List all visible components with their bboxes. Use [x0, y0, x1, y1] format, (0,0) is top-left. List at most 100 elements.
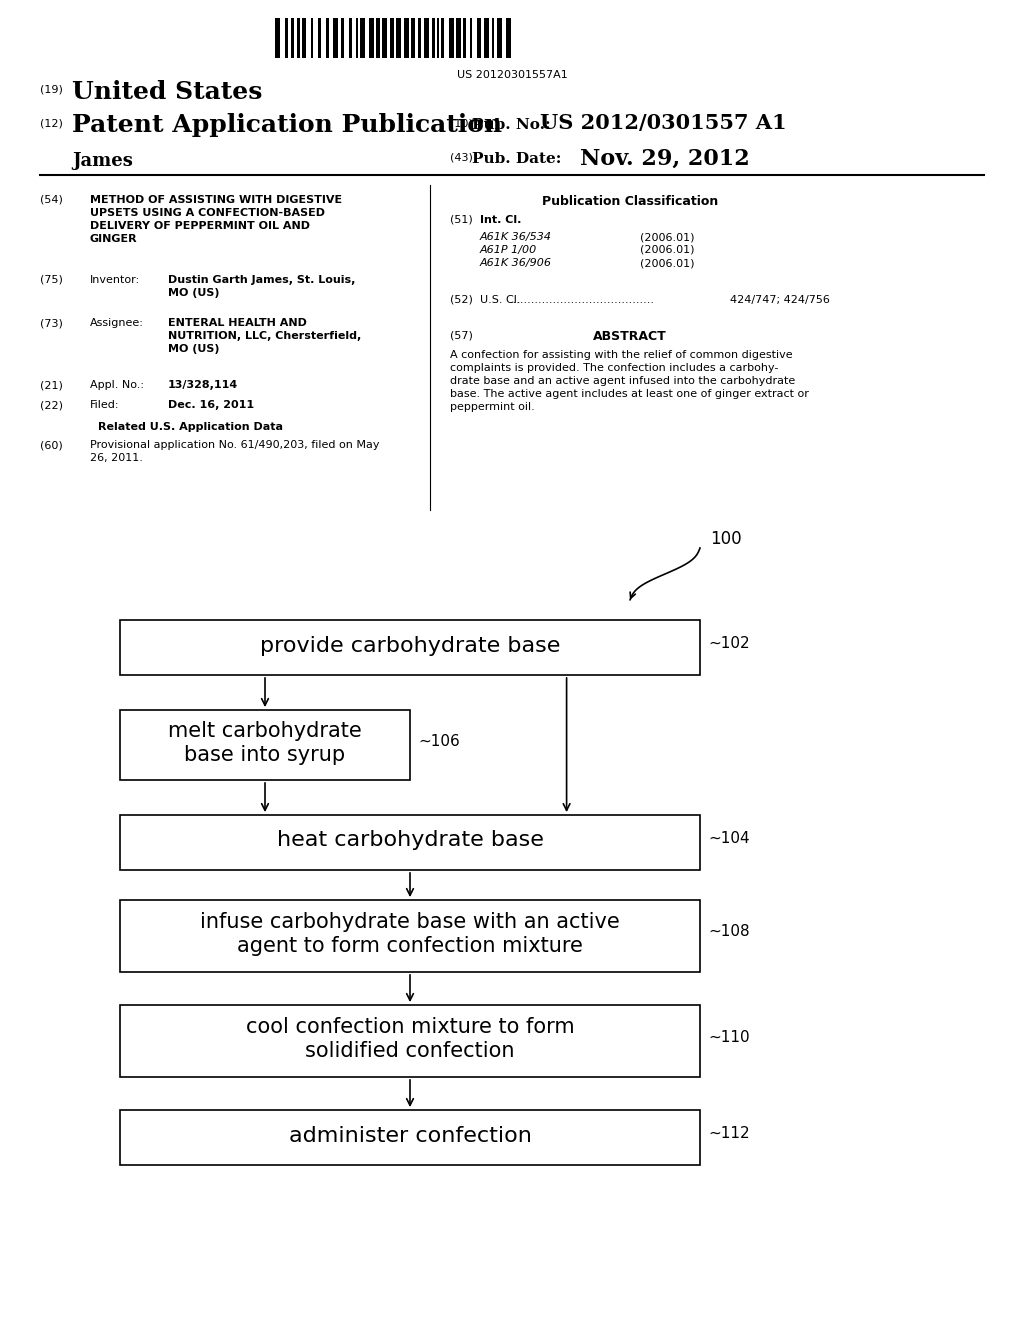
Text: (12): (12): [40, 117, 62, 128]
Bar: [441, 18, 444, 58]
Bar: [432, 18, 435, 58]
Text: Assignee:: Assignee:: [90, 318, 144, 327]
Text: A61K 36/906: A61K 36/906: [480, 257, 552, 268]
Bar: [349, 18, 352, 58]
Text: Patent Application Publication: Patent Application Publication: [72, 114, 502, 137]
Text: Pub. No.:: Pub. No.:: [472, 117, 551, 132]
Text: (2006.01): (2006.01): [640, 232, 694, 242]
Text: Filed:: Filed:: [90, 400, 120, 411]
Text: UPSETS USING A CONFECTION-BASED: UPSETS USING A CONFECTION-BASED: [90, 209, 325, 218]
Bar: [120, 900, 700, 972]
Bar: [120, 710, 410, 780]
Text: 100: 100: [710, 531, 741, 548]
Text: (19): (19): [40, 84, 62, 95]
Bar: [318, 18, 321, 58]
Bar: [437, 18, 439, 58]
Text: Appl. No.:: Appl. No.:: [90, 380, 144, 389]
Bar: [291, 18, 294, 58]
Bar: [341, 18, 344, 58]
Bar: [120, 1110, 700, 1166]
Bar: [120, 814, 700, 870]
Text: (57): (57): [450, 330, 473, 341]
Bar: [492, 18, 494, 58]
Text: ABSTRACT: ABSTRACT: [593, 330, 667, 343]
Bar: [424, 18, 429, 58]
Text: US 20120301557A1: US 20120301557A1: [457, 70, 567, 81]
Bar: [360, 18, 365, 58]
Bar: [302, 18, 306, 58]
Text: A61P 1/00: A61P 1/00: [480, 246, 538, 255]
Bar: [506, 18, 511, 58]
Bar: [418, 18, 421, 58]
Text: NUTRITION, LLC, Chersterfield,: NUTRITION, LLC, Chersterfield,: [168, 331, 361, 341]
Bar: [311, 18, 313, 58]
Text: Int. Cl.: Int. Cl.: [480, 215, 521, 224]
Bar: [369, 18, 374, 58]
Text: provide carbohydrate base: provide carbohydrate base: [260, 635, 560, 656]
Bar: [275, 18, 280, 58]
Bar: [449, 18, 454, 58]
Bar: [120, 620, 700, 675]
Text: U.S. Cl.: U.S. Cl.: [480, 294, 520, 305]
Text: Inventor:: Inventor:: [90, 275, 140, 285]
Text: melt carbohydrate
base into syrup: melt carbohydrate base into syrup: [168, 722, 361, 764]
Text: administer confection: administer confection: [289, 1126, 531, 1146]
Text: MO (US): MO (US): [168, 345, 219, 354]
Bar: [297, 18, 300, 58]
Text: ~106: ~106: [418, 734, 460, 748]
Text: drate base and an active agent infused into the carbohydrate: drate base and an active agent infused i…: [450, 376, 796, 385]
Text: (43): (43): [450, 152, 473, 162]
Text: (21): (21): [40, 380, 62, 389]
Bar: [404, 18, 409, 58]
Text: 13/328,114: 13/328,114: [168, 380, 239, 389]
Bar: [382, 18, 387, 58]
Text: base. The active agent includes at least one of ginger extract or: base. The active agent includes at least…: [450, 389, 809, 399]
Text: US 2012/0301557 A1: US 2012/0301557 A1: [540, 114, 786, 133]
Text: ........................................: ........................................: [510, 294, 655, 305]
Text: GINGER: GINGER: [90, 234, 137, 244]
Bar: [120, 1005, 700, 1077]
Bar: [411, 18, 415, 58]
Text: Publication Classification: Publication Classification: [542, 195, 718, 209]
Text: A confection for assisting with the relief of common digestive: A confection for assisting with the reli…: [450, 350, 793, 360]
Text: MO (US): MO (US): [168, 288, 219, 298]
Bar: [456, 18, 461, 58]
Text: (10): (10): [450, 117, 473, 128]
Text: (75): (75): [40, 275, 62, 285]
Bar: [326, 18, 329, 58]
Text: (54): (54): [40, 195, 62, 205]
Bar: [285, 18, 288, 58]
Bar: [356, 18, 358, 58]
Text: peppermint oil.: peppermint oil.: [450, 403, 535, 412]
Text: (51): (51): [450, 215, 473, 224]
Text: ~104: ~104: [708, 832, 750, 846]
Text: cool confection mixture to form
solidified confection: cool confection mixture to form solidifi…: [246, 1018, 574, 1060]
Text: (73): (73): [40, 318, 62, 327]
Bar: [333, 18, 338, 58]
Bar: [497, 18, 502, 58]
Text: DELIVERY OF PEPPERMINT OIL AND: DELIVERY OF PEPPERMINT OIL AND: [90, 220, 310, 231]
Text: Pub. Date:: Pub. Date:: [472, 152, 561, 166]
Text: Dec. 16, 2011: Dec. 16, 2011: [168, 400, 254, 411]
Text: heat carbohydrate base: heat carbohydrate base: [276, 830, 544, 850]
Text: ~110: ~110: [708, 1030, 750, 1044]
Text: James: James: [72, 152, 133, 170]
Text: ~112: ~112: [708, 1126, 750, 1140]
Text: Provisional application No. 61/490,203, filed on May: Provisional application No. 61/490,203, …: [90, 440, 380, 450]
Text: complaints is provided. The confection includes a carbohy-: complaints is provided. The confection i…: [450, 363, 778, 374]
Text: Dustin Garth James, St. Louis,: Dustin Garth James, St. Louis,: [168, 275, 355, 285]
Text: Nov. 29, 2012: Nov. 29, 2012: [580, 148, 750, 170]
Bar: [470, 18, 472, 58]
Text: 26, 2011.: 26, 2011.: [90, 453, 143, 463]
Text: (2006.01): (2006.01): [640, 246, 694, 255]
Text: ENTERAL HEALTH AND: ENTERAL HEALTH AND: [168, 318, 307, 327]
Text: (52): (52): [450, 294, 473, 305]
Text: A61K 36/534: A61K 36/534: [480, 232, 552, 242]
Bar: [463, 18, 466, 58]
Text: United States: United States: [72, 81, 262, 104]
Text: Related U.S. Application Data: Related U.S. Application Data: [97, 422, 283, 432]
Text: infuse carbohydrate base with an active
agent to form confection mixture: infuse carbohydrate base with an active …: [200, 912, 620, 956]
Text: ~102: ~102: [708, 636, 750, 651]
Text: (2006.01): (2006.01): [640, 257, 694, 268]
Bar: [477, 18, 481, 58]
